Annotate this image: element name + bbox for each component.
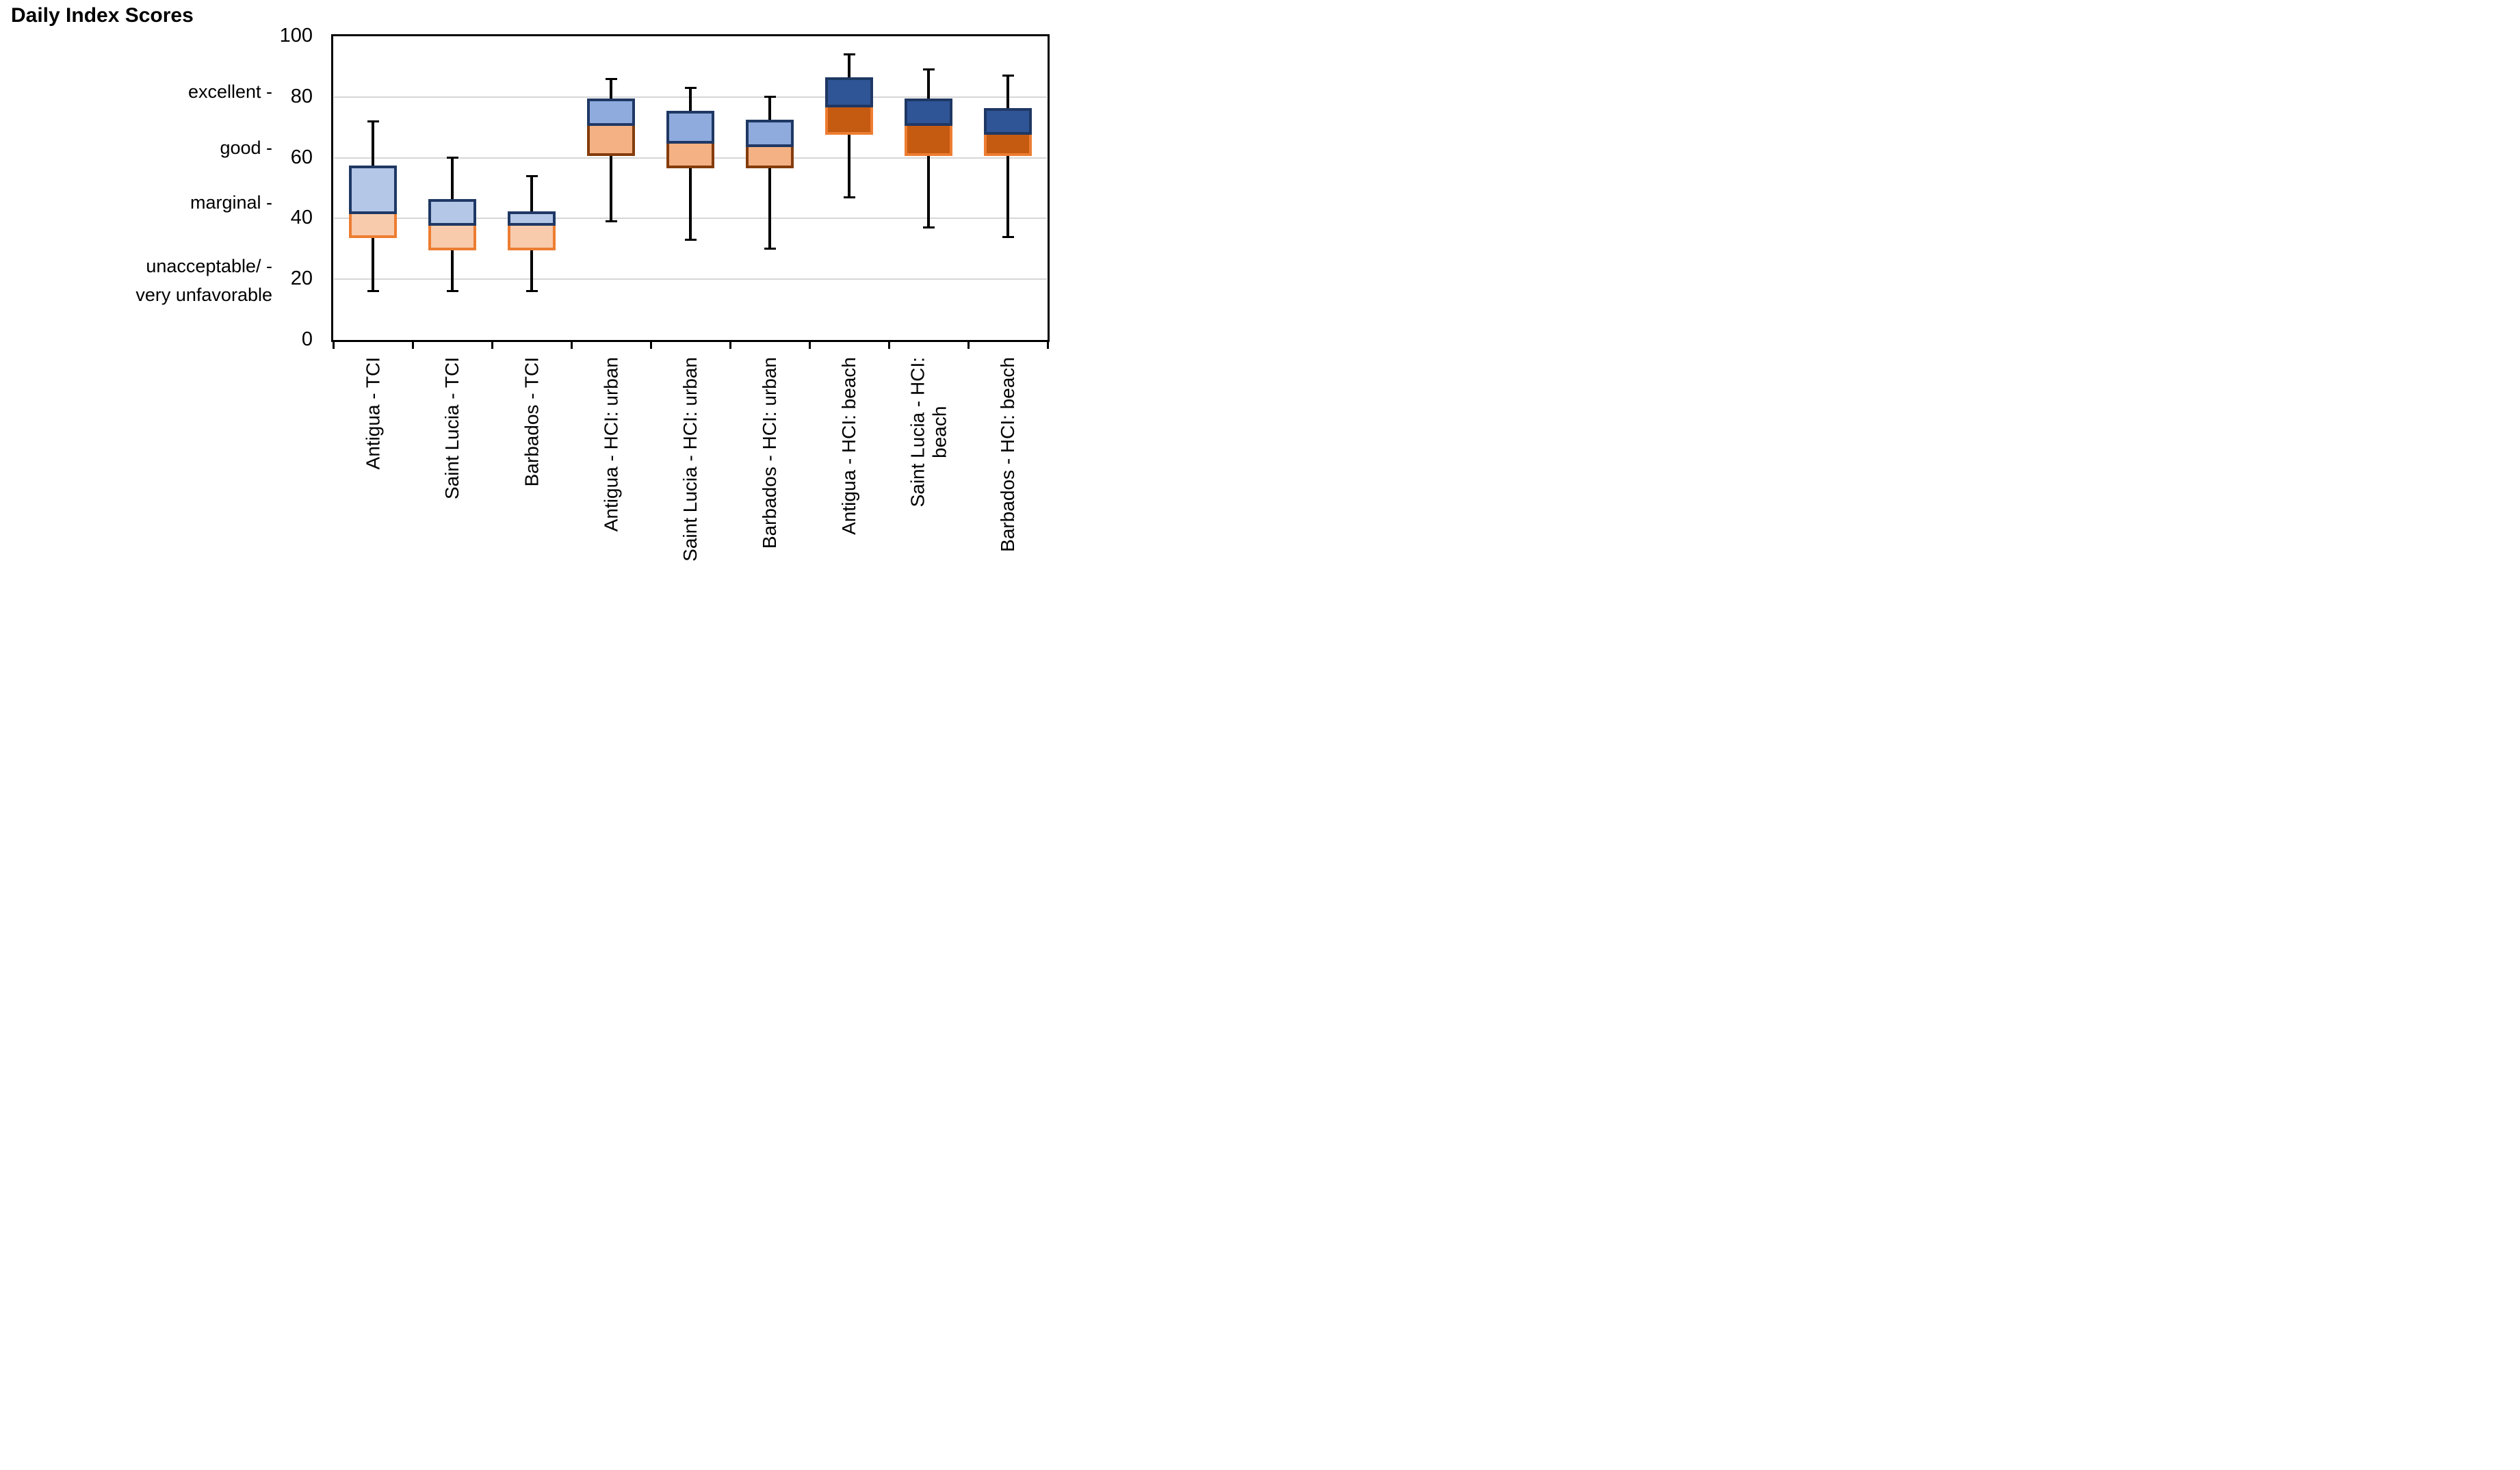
x-category-label-4: Saint Lucia - HCI: urban — [679, 357, 701, 562]
gridline-20 — [334, 278, 1047, 280]
box-lower-quartile — [587, 125, 635, 157]
whisker-cap — [1002, 75, 1014, 77]
x-axis-tick — [729, 341, 731, 349]
chart-canvas: Daily Index Scores 100 80 60 40 20 0 excellent… — [0, 0, 1056, 616]
whisker-cap — [367, 290, 379, 293]
y-tick-label-20: 20 — [290, 267, 313, 290]
whisker-cap — [684, 86, 697, 89]
x-axis-tick — [1046, 341, 1049, 349]
rating-label-3: unacceptable/ - very unfavorable — [135, 256, 272, 305]
y-tick-label-80: 80 — [290, 85, 313, 107]
whisker-stem — [1006, 75, 1009, 237]
whisker-cap — [525, 290, 538, 293]
box-lower-quartile — [984, 135, 1032, 157]
box-lower-quartile — [825, 107, 873, 135]
box-lower-quartile — [905, 125, 952, 157]
whisker-cap — [922, 68, 935, 71]
x-axis-tick — [332, 341, 335, 349]
whisker-cap — [605, 77, 617, 80]
box-lower-quartile — [666, 144, 714, 168]
whisker-cap — [446, 290, 458, 293]
whisker-cap — [367, 120, 379, 122]
whisker-cap — [843, 196, 855, 198]
box-upper-quartile — [825, 77, 873, 108]
box-upper-quartile — [349, 165, 397, 214]
x-category-label-7: Saint Lucia - HCI: beach — [907, 357, 950, 508]
x-axis-tick — [491, 341, 493, 349]
x-axis-tick — [808, 341, 811, 349]
whisker-stem — [768, 96, 771, 249]
whisker-cap — [764, 96, 776, 99]
box-upper-quartile — [905, 99, 952, 126]
whisker-cap — [605, 220, 617, 223]
x-category-label-5: Barbados - HCI: urban — [759, 357, 780, 549]
rating-label-0: excellent - — [187, 81, 272, 103]
x-category-label-3: Antigua - HCI: urban — [600, 357, 621, 532]
chart-title: Daily Index Scores — [11, 4, 194, 27]
box-upper-quartile — [746, 120, 794, 147]
box-lower-quartile — [746, 146, 794, 168]
x-category-label-1: Saint Lucia - TCI — [441, 357, 463, 500]
y-tick-label-60: 60 — [290, 146, 313, 168]
whisker-cap — [684, 238, 697, 241]
rating-label-1: good - — [220, 137, 272, 159]
x-axis-tick — [887, 341, 890, 349]
whisker-cap — [1002, 235, 1014, 238]
x-axis-tick — [411, 341, 414, 349]
box-lower-quartile — [508, 226, 556, 250]
rating-label-2: marginal - — [190, 192, 272, 213]
box-upper-quartile — [587, 99, 635, 126]
whisker-cap — [525, 174, 538, 177]
x-category-label-8: Barbados - HCI: beach — [997, 357, 1018, 552]
x-category-label-2: Barbados - TCI — [521, 357, 542, 487]
box-upper-quartile — [428, 198, 476, 226]
box-upper-quartile — [984, 107, 1032, 135]
box-lower-quartile — [349, 213, 397, 239]
x-axis-tick — [967, 341, 970, 349]
y-tick-label-40: 40 — [290, 207, 313, 229]
whisker-cap — [764, 248, 776, 250]
whisker-cap — [446, 157, 458, 159]
x-category-label-6: Antigua - HCI: beach — [838, 357, 859, 535]
whisker-cap — [843, 53, 855, 56]
y-tick-label-0: 0 — [301, 328, 313, 350]
box-upper-quartile — [508, 211, 556, 226]
plot-area — [331, 34, 1050, 342]
box-lower-quartile — [428, 226, 476, 250]
y-tick-label-100: 100 — [279, 24, 313, 47]
box-upper-quartile — [666, 111, 714, 144]
x-axis-tick — [570, 341, 573, 349]
whisker-cap — [922, 226, 935, 229]
x-category-label-0: Antigua - TCI — [362, 357, 383, 470]
x-axis-tick — [649, 341, 652, 349]
